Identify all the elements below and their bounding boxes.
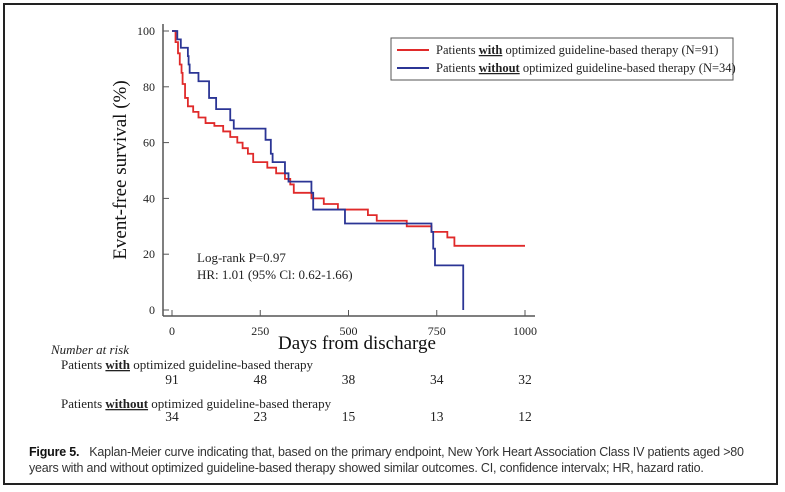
risk-count: 23 [254,409,268,424]
y-tick-label: 0 [149,303,155,317]
km-curve-with [172,30,525,247]
risk-count: 15 [342,409,356,424]
risk-row-label-with: Patients with optimized guideline-based … [61,357,314,372]
legend-box [390,37,734,81]
x-axis-title: Days from discharge [278,333,436,354]
figure-caption: Figure 5. Kaplan-Meier curve indicating t… [29,444,769,476]
y-tick-label: 20 [143,247,155,261]
risk-count: 38 [342,372,356,387]
risk-count: 48 [254,372,268,387]
figure-label: Figure 5. [29,445,80,459]
logrank-annotation: Log-rank P=0.97 [197,250,286,265]
figure-frame [3,3,778,485]
km-chart: 0 20 40 60 80 100 0 250 500 750 1000 Event-free s… [50,24,736,424]
y-tick-label: 40 [143,191,155,205]
y-axis-title: Event-free survival (%) [110,80,131,259]
legend-label-without: Patients without optimized guideline-bas… [436,61,736,75]
hr-annotation: HR: 1.01 (95% Cl: 0.62-1.66) [197,267,353,282]
x-tick-label: 0 [169,324,175,338]
risk-table: Number at risk Patients with optimized g… [50,342,532,424]
x-tick-label: 750 [428,324,446,338]
risk-table-title: Number at risk [50,342,129,357]
legend: Patients with optimized guideline-based … [390,37,736,81]
risk-count: 32 [518,372,532,387]
risk-row-label-without: Patients without optimized guideline-bas… [61,396,332,411]
x-tick-label: 250 [251,324,269,338]
y-tick-label: 100 [137,24,155,38]
y-tick-label: 80 [143,80,155,94]
x-tick-label: 1000 [513,324,537,338]
km-curve-without [172,30,465,310]
risk-count: 13 [430,409,444,424]
legend-label-with: Patients with optimized guideline-based … [436,43,718,57]
x-tick-label: 500 [340,324,358,338]
caption-text: Kaplan-Meier curve indicating that, base… [29,445,744,475]
y-tick-label: 60 [143,136,155,150]
risk-count: 12 [518,409,532,424]
risk-count: 91 [165,372,179,387]
risk-count: 34 [165,409,179,424]
risk-count: 34 [430,372,444,387]
